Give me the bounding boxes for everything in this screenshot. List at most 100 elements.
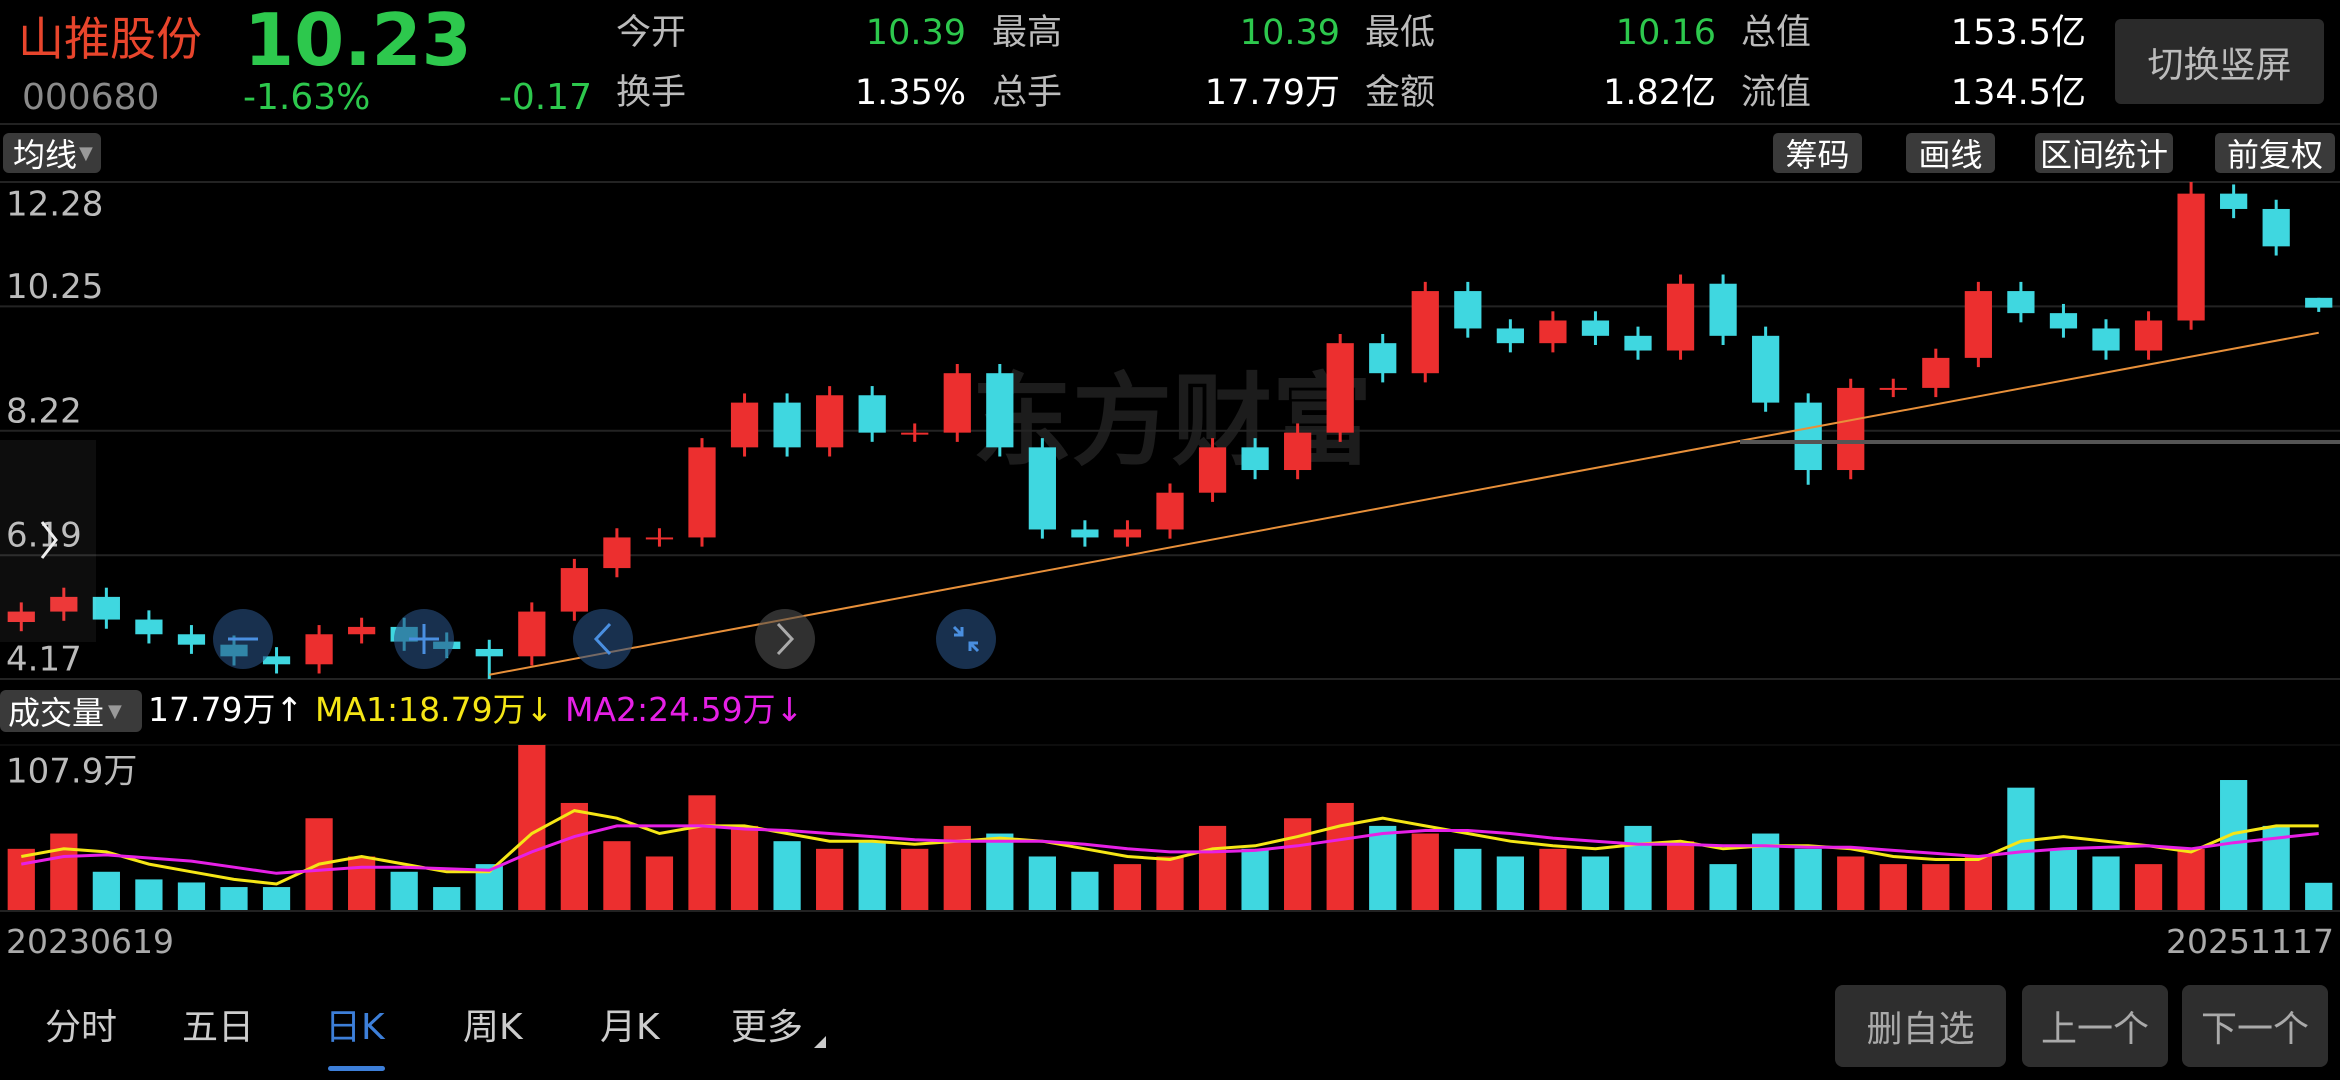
- volume-bar: [1496, 856, 1524, 910]
- indicator-label: 均线: [13, 136, 78, 174]
- stat-value: 134.5亿: [1950, 73, 2086, 113]
- volume-bar: [1922, 864, 1950, 910]
- candle-body: [773, 402, 801, 448]
- period-tab[interactable]: 日K: [325, 1007, 385, 1048]
- volume-bar: [1156, 856, 1184, 910]
- candle-body: [92, 596, 120, 620]
- volume-bar: [50, 833, 78, 910]
- candle-body: [1709, 283, 1737, 336]
- candle-body: [348, 626, 376, 635]
- chart-control-icon: [593, 622, 612, 656]
- dropdown-arrow: ▼: [79, 142, 93, 164]
- candle-body: [858, 395, 886, 433]
- chart-control[interactable]: [936, 609, 996, 669]
- change: -0.17: [498, 77, 592, 118]
- volume-bar: [1879, 864, 1907, 910]
- volume-bar: [1198, 825, 1227, 910]
- candle-body: [1539, 320, 1567, 344]
- candle-body: [1113, 529, 1142, 538]
- candle-body: [2262, 208, 2290, 247]
- action-button[interactable]: 上一个: [2022, 985, 2168, 1067]
- candle-body: [1794, 402, 1822, 471]
- candle-body: [475, 648, 503, 657]
- candle-body: [943, 373, 971, 433]
- volume-bar: [1837, 856, 1865, 910]
- tab-underline: [328, 1066, 385, 1071]
- candle-body: [1369, 343, 1397, 374]
- stat-value: 1.82亿: [1603, 73, 1716, 113]
- ma2-legend: MA2:24.59万↓: [565, 690, 804, 729]
- period-tab[interactable]: 五日: [182, 1007, 255, 1048]
- action-button[interactable]: 下一个: [2182, 985, 2328, 1067]
- candle-body: [1198, 447, 1227, 493]
- chart-control-icon: [409, 624, 439, 654]
- candle-body: [1922, 357, 1950, 388]
- ma1-legend: MA1:18.79万↓: [315, 690, 554, 729]
- chart-control-icon: [776, 622, 795, 656]
- volume-bar: [220, 887, 248, 910]
- volume-bar: [348, 856, 376, 910]
- orientation-button[interactable]: 切换竖屏: [2115, 19, 2324, 104]
- volume-label: 成交量: [8, 694, 105, 732]
- y-tick-label: 4.17: [6, 640, 82, 680]
- volume-bar: [1454, 848, 1482, 910]
- volume-bar: [1709, 864, 1737, 910]
- candle-body: [688, 447, 716, 538]
- volume-bar: [901, 848, 929, 910]
- candle-body: [1581, 320, 1610, 336]
- stat-label: 流值: [1741, 73, 1812, 113]
- candle-body: [2007, 291, 2035, 314]
- volume-bar: [986, 833, 1014, 910]
- candle-body: [2220, 193, 2248, 209]
- ma1-line: [21, 809, 2319, 886]
- candle-body: [730, 402, 759, 448]
- period-tab[interactable]: 分时: [45, 1007, 118, 1048]
- period-tab[interactable]: 更多: [731, 1007, 804, 1048]
- stat-value: 10.16: [1615, 13, 1716, 53]
- divider: [0, 123, 2340, 125]
- x-end-label: 20251117: [2166, 922, 2334, 961]
- candle-body: [603, 537, 631, 569]
- candle-body: [135, 619, 163, 635]
- more-arrow: [814, 1036, 826, 1048]
- volume-bar: [2305, 882, 2333, 910]
- candle-body: [986, 373, 1014, 448]
- toolbar-button[interactable]: 区间统计: [2035, 133, 2173, 174]
- stat-label: 最高: [992, 13, 1063, 53]
- volume-bar: [1071, 871, 1099, 910]
- stat-label: 金额: [1365, 73, 1436, 113]
- indicator-select[interactable]: 均线 ▼: [3, 133, 101, 174]
- candle-body: [1284, 432, 1312, 471]
- ma2-line: [21, 824, 2319, 875]
- candle-body: [901, 432, 929, 435]
- volume-bar: [2049, 848, 2078, 910]
- stat-value: 1.35%: [854, 73, 966, 113]
- stat-value: 10.39: [1239, 13, 1340, 53]
- toolbar-button[interactable]: 前复权: [2215, 133, 2335, 174]
- candle-body: [1326, 343, 1354, 433]
- dropdown-arrow: ▼: [108, 700, 122, 722]
- volume-select[interactable]: 成交量 ▼: [0, 690, 142, 732]
- chart-control[interactable]: [755, 609, 815, 669]
- volume-bar: [433, 887, 461, 910]
- volume-bar: [1369, 825, 1397, 910]
- volume-bar: [688, 795, 716, 910]
- period-tab[interactable]: 周K: [463, 1007, 523, 1048]
- candle-body: [2305, 297, 2333, 308]
- candle-body: [645, 537, 674, 540]
- volume-bar: [1241, 848, 1269, 910]
- toolbar-button[interactable]: 筹码: [1773, 133, 1862, 174]
- period-tab[interactable]: 月K: [600, 1007, 660, 1048]
- chart-control-icon: [952, 625, 980, 653]
- toolbar-button[interactable]: 画线: [1906, 133, 1995, 174]
- candle-body: [2177, 193, 2205, 321]
- chart-control[interactable]: [573, 609, 633, 669]
- candle-body: [50, 596, 78, 612]
- change-pct: -1.63%: [243, 77, 371, 118]
- volume-bar: [730, 825, 759, 910]
- volume-tick-label: 107.9万: [6, 752, 137, 792]
- action-button[interactable]: 删自选: [1835, 985, 2006, 1067]
- candle-body: [1454, 291, 1482, 329]
